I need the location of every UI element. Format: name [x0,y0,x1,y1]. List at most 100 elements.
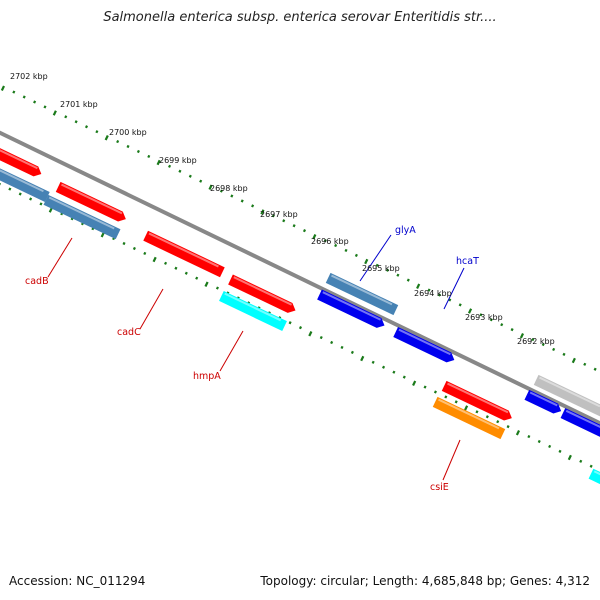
inner-ruler-tick [308,331,313,337]
gene-label-hmpA: hmpA [193,371,221,382]
outer-ruler-tick [375,263,379,267]
feature-blue-3 [524,389,562,414]
outer-ruler-tick [208,184,213,190]
feature-steelblue-2 [0,164,50,202]
feature-red-5 [143,230,225,278]
outer-ruler-tick [531,337,535,342]
inner-ruler-tick [195,276,199,280]
outer-ruler-tick [302,229,307,233]
feature-steelblue-3 [43,194,121,240]
gene-label-cadB: cadB [25,276,49,287]
outer-ruler-tick [251,204,255,208]
inner-ruler-tick [184,271,188,275]
outer-ruler-tick [219,189,223,193]
inner-ruler-tick [558,449,562,453]
inner-ruler-tick [132,246,136,251]
outer-ruler-tick [552,347,556,352]
inner-ruler-tick [174,266,178,270]
gene-label-csiE: csiE [430,482,449,493]
kbp-label: 2700 kbp [109,128,147,137]
inner-ruler-tick [340,345,344,350]
outer-ruler-tick [437,293,441,297]
inner-ruler-tick [537,439,541,444]
outer-ruler-tick [104,135,109,141]
outer-ruler-tick [199,179,203,183]
inner-ruler-tick [152,256,157,263]
inner-scale-ruler [0,183,600,472]
outer-ruler-tick [593,367,597,371]
kbp-label: 2693 kbp [465,313,503,322]
inner-ruler-tick [423,385,427,389]
feature-cyan-2 [588,468,600,488]
outer-ruler-tick [323,238,327,243]
inner-ruler-tick [143,251,147,256]
outer-ruler-tick [344,248,348,253]
gene-label-cadC: cadC [117,327,141,338]
backbone-line [0,130,600,426]
inner-ruler-tick [350,350,354,355]
outer-ruler-tick [510,328,514,332]
outer-ruler-tick [74,120,78,124]
outer-ruler-tick [126,144,130,149]
outer-ruler-tick [52,110,57,116]
inner-ruler-tick [8,187,12,191]
outer-ruler-tick [416,283,421,289]
outer-ruler-tick [0,85,5,91]
outer-ruler-tick [22,95,26,99]
kbp-label: 2697 kbp [260,210,298,219]
kbp-label: 2696 kbp [311,237,349,246]
inner-ruler-tick [215,286,219,290]
feature-steelblue-1 [325,272,399,316]
inner-ruler-tick [330,340,334,345]
gene-labels: glyA hcaT cadB cadC hmpA csiE [25,225,479,493]
inner-ruler-tick [204,281,209,287]
feature-red-2 [55,181,126,222]
feature-red-1 [0,141,42,177]
outer-ruler-tick [136,149,140,154]
outer-ruler-tick [230,194,234,198]
outer-ruler-tick [334,243,338,248]
outer-ruler-tick [156,159,161,166]
inner-ruler-tick [463,405,469,411]
outer-ruler-tick [292,224,296,228]
outer-ruler-tick [354,253,358,258]
feature-blue-1 [317,289,385,328]
inner-ruler-tick [122,241,126,246]
feature-blue-4 [560,408,600,444]
kbp-label: 2695 kbp [362,264,400,273]
outer-ruler-tick [467,308,473,314]
inner-ruler-tick [39,202,43,206]
inner-ruler-tick [515,429,521,436]
outer-ruler-tick [168,164,172,168]
gene-leader-line [139,288,164,330]
outer-ruler-tick [396,273,400,277]
kbp-label: 2692 kbp [517,337,555,346]
outer-ruler-tick [541,342,545,347]
feature-orange-1 [432,396,506,440]
outer-scale-ruler [0,85,597,371]
outer-ruler-tick [519,332,525,339]
outer-ruler-tick [427,288,431,292]
kbp-label: 2698 kbp [210,184,248,193]
gene-label-hcaT: hcaT [456,256,479,267]
inner-ruler-tick [319,335,323,340]
gene-leader-line [359,234,392,282]
gene-leader-line [443,267,465,310]
kbp-label: 2699 kbp [159,156,197,165]
kbp-label: 2701 kbp [60,100,98,109]
outer-ruler-tick [489,318,493,322]
inner-ruler-tick [506,425,510,429]
kbp-label: 2694 kbp [414,289,452,298]
inner-ruler-tick [444,395,448,399]
inner-ruler-tick [496,420,500,424]
outer-ruler-tick [479,313,483,317]
inner-ruler-tick [402,375,406,379]
outer-ruler-tick [562,352,566,356]
inner-ruler-tick [433,390,437,394]
inner-ruler-tick [567,454,572,461]
gene-leader-line [47,237,73,278]
inner-ruler-tick [18,192,22,196]
outer-ruler-tick [271,214,275,218]
inner-ruler-tick [454,400,458,404]
